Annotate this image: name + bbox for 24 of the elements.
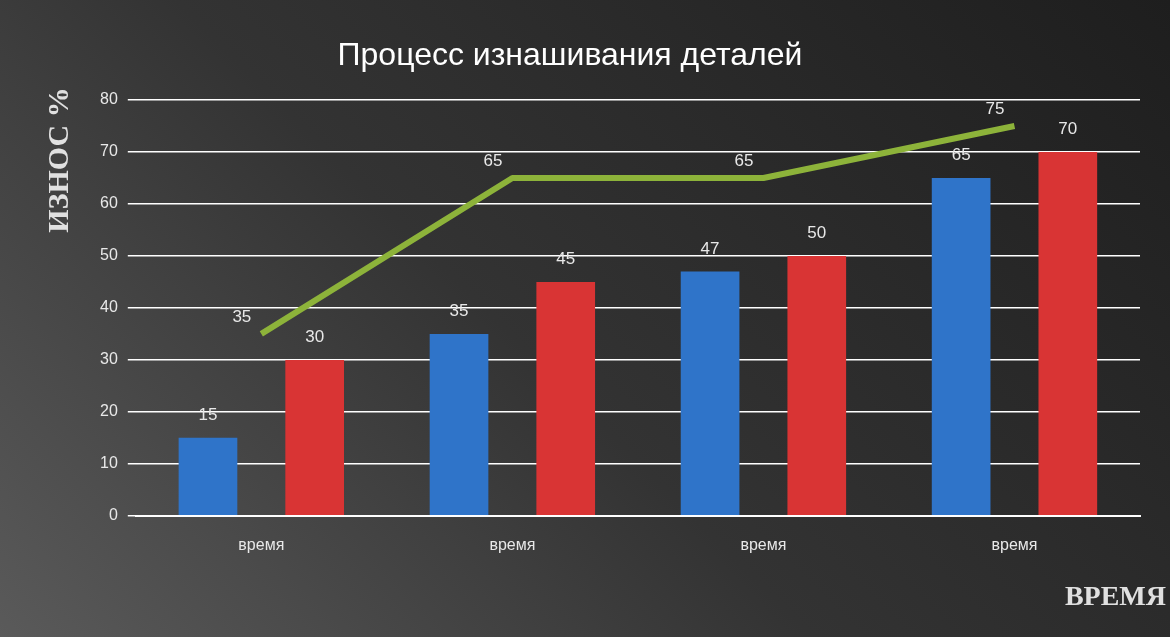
data-label: 75 xyxy=(985,99,1005,119)
y-tick-label: 80 xyxy=(100,90,118,108)
y-tick-label: 40 xyxy=(100,298,118,316)
y-tick-label: 0 xyxy=(108,506,118,524)
data-label: 65 xyxy=(483,151,503,171)
y-tick-label: 20 xyxy=(100,402,118,420)
x-tick-label: время xyxy=(489,535,536,553)
x-tick-label: время xyxy=(238,535,285,553)
x-axis-title: ВРЕМЯ xyxy=(1064,580,1166,612)
y-tick-label: 50 xyxy=(100,246,118,264)
y-tick-label: 10 xyxy=(100,454,118,472)
x-tick-label: время xyxy=(740,535,787,553)
y-axis-title: ИЗНОС % xyxy=(41,87,75,233)
data-label: 30 xyxy=(305,327,325,347)
y-tick-label: 60 xyxy=(100,194,118,212)
x-tick-label: время xyxy=(991,535,1038,553)
data-label: 35 xyxy=(232,307,252,327)
data-label: 65 xyxy=(734,151,754,171)
y-tick-label: 70 xyxy=(100,142,118,160)
y-tick-label: 30 xyxy=(100,350,118,368)
chart-title: Процесс изнашивания деталей xyxy=(336,36,804,73)
data-label: 70 xyxy=(1058,119,1078,139)
data-label: 50 xyxy=(807,223,827,243)
data-label: 47 xyxy=(700,238,720,258)
